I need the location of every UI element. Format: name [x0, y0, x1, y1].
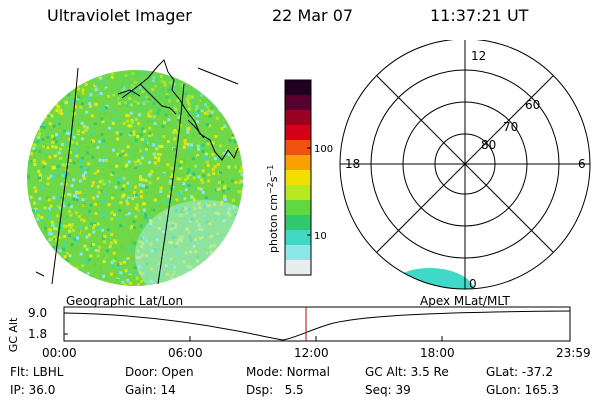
meridian-line-1: [51, 67, 79, 285]
colorbar-cell: [285, 215, 311, 231]
timeline-y-label: GC Alt: [7, 317, 20, 352]
status-door: Door: Open: [125, 365, 194, 379]
colorbar-frame: [284, 79, 312, 276]
time-label: 11:37:21 UT: [430, 6, 529, 25]
colorbar-units-label: photon cm−2s−1: [266, 165, 281, 253]
polar-lat-label-60: 60: [525, 98, 540, 112]
colorbar-cell: [285, 125, 311, 141]
status-flt: Flt: LBHL: [10, 365, 64, 379]
colorbar-panel: 100 10 photon cm−2s−1: [266, 79, 333, 276]
status-glat: GLat: -37.2: [486, 365, 553, 379]
timeline-x-tick-0600: 06:00: [168, 346, 203, 360]
polar-mlt-label-6: 6: [578, 157, 586, 171]
status-gain: Gain: 14: [125, 383, 176, 397]
timeline-right-label: Apex MLat/MLT: [420, 294, 510, 308]
timeline-frame: [63, 306, 571, 342]
polar-mlt-label-12: 12: [471, 49, 486, 63]
altitude-timeline: GC Alt 9.0 1.8 00:00 06:00 12:00 18:00 2…: [7, 306, 591, 360]
colorbar-cell: [285, 185, 311, 201]
colorbar-gradient: [285, 80, 311, 276]
timeline-left-label: Geographic Lat/Lon: [66, 294, 184, 308]
auroral-patch: [385, 268, 475, 289]
meridian-line-2: [157, 83, 185, 285]
colorbar-tick-label-100: 100: [314, 144, 333, 155]
colorbar-cell: [285, 260, 311, 276]
status-mode: Mode: Normal: [246, 365, 330, 379]
timeline-x-tick-2359: 23:59: [556, 346, 591, 360]
polar-mlt-label-18: 18: [345, 157, 360, 171]
colorbar-cell: [285, 110, 311, 126]
polar-lat-label-70: 70: [503, 120, 518, 134]
timeline-x-tick-1800: 18:00: [420, 346, 455, 360]
colorbar-cell: [285, 245, 311, 261]
polar-diagonal-2: [376, 75, 554, 253]
colorbar-cell: [285, 140, 311, 156]
status-dsp: Dsp: 5.5: [246, 383, 304, 397]
colorbar-cell: [285, 200, 311, 216]
coastline: [117, 59, 239, 161]
polar-lat-label-80: 80: [481, 138, 496, 152]
status-glon: GLon: 165.3: [486, 383, 559, 397]
timeline-x-tick-1200: 12:00: [294, 346, 329, 360]
colorbar-cell: [285, 230, 311, 246]
colorbar-cell: [285, 80, 311, 96]
date-label: 22 Mar 07: [272, 6, 354, 25]
instrument-title: Ultraviolet Imager: [47, 6, 192, 25]
svg-text:photon cm−2s−1: photon cm−2s−1: [266, 165, 281, 253]
colorbar-cell: [285, 155, 311, 171]
altitude-curve: [63, 310, 571, 341]
timeline-y-tick-low: 1.8: [28, 327, 47, 341]
status-gc-alt: GC Alt: 3.5 Re: [365, 365, 449, 379]
colorbar-tick-label-10: 10: [314, 231, 327, 242]
status-seq: Seq: 39: [365, 383, 411, 397]
colorbar-cell: [285, 95, 311, 111]
terminator-segment: [197, 67, 239, 85]
status-ip: IP: 36.0: [10, 383, 56, 397]
coast-fragment: [35, 271, 45, 277]
polar-mlt-label-0: 0: [469, 277, 477, 291]
timeline-x-tick-0000: 00:00: [42, 346, 77, 360]
timeline-y-tick-high: 9.0: [28, 306, 47, 320]
polar-plot-panel: 80 70 60 12 18 6 0: [339, 40, 591, 291]
geographic-disk-panel: [27, 59, 243, 286]
colorbar-cell: [285, 170, 311, 186]
